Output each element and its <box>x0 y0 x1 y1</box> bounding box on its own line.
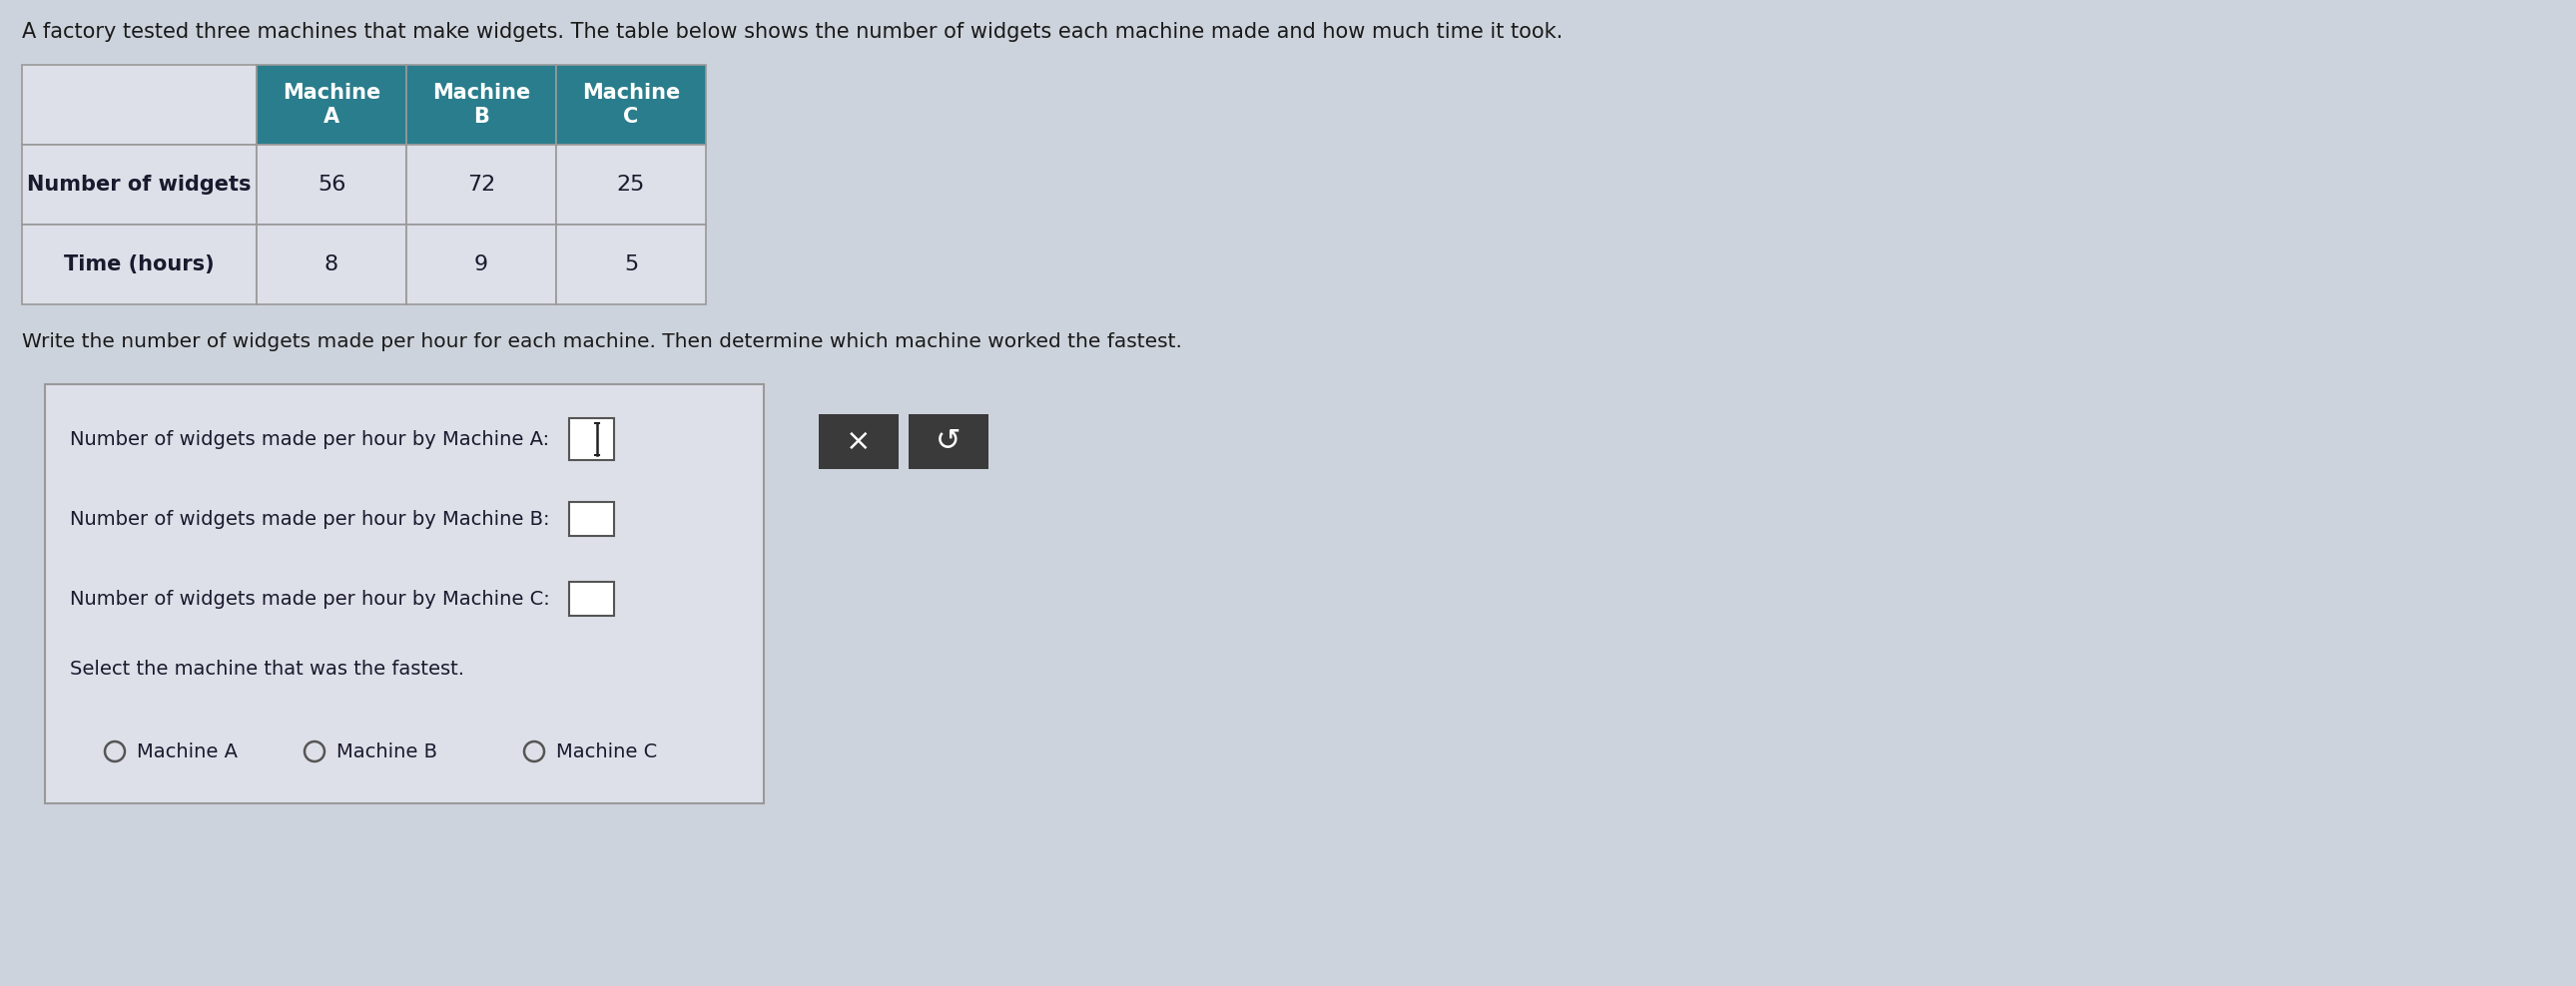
Text: 56: 56 <box>317 175 345 194</box>
Bar <box>556 145 706 225</box>
Text: Select the machine that was the fastest.: Select the machine that was the fastest. <box>70 660 464 678</box>
Bar <box>407 145 556 225</box>
Bar <box>569 418 613 460</box>
Text: 9: 9 <box>474 254 489 274</box>
Text: ↺: ↺ <box>935 427 961 457</box>
Text: Number of widgets made per hour by Machine B:: Number of widgets made per hour by Machi… <box>70 510 549 528</box>
Text: 5: 5 <box>623 254 639 274</box>
Bar <box>569 502 613 536</box>
Text: 72: 72 <box>466 175 495 194</box>
Bar <box>407 65 556 145</box>
Bar <box>23 225 258 305</box>
Text: Machine C: Machine C <box>556 742 657 761</box>
Bar <box>569 582 613 615</box>
Text: 25: 25 <box>616 175 644 194</box>
Text: Write the number of widgets made per hour for each machine. Then determine which: Write the number of widgets made per hou… <box>23 332 1182 351</box>
Text: A factory tested three machines that make widgets. The table below shows the num: A factory tested three machines that mak… <box>23 22 1564 42</box>
Text: Machine B: Machine B <box>337 742 438 761</box>
Bar <box>23 65 258 145</box>
Text: Machine
A: Machine A <box>283 83 381 127</box>
Text: Number of widgets: Number of widgets <box>28 175 252 194</box>
Text: Machine
C: Machine C <box>582 83 680 127</box>
Bar <box>258 65 407 145</box>
Bar <box>556 65 706 145</box>
Bar <box>23 145 258 225</box>
Bar <box>258 225 407 305</box>
Bar <box>819 414 899 469</box>
Text: Number of widgets made per hour by Machine A:: Number of widgets made per hour by Machi… <box>70 430 549 449</box>
Text: ×: × <box>845 427 871 457</box>
Bar <box>44 385 765 804</box>
Bar <box>909 414 989 469</box>
Text: 8: 8 <box>325 254 337 274</box>
Text: Time (hours): Time (hours) <box>64 254 214 274</box>
Bar <box>407 225 556 305</box>
Bar <box>258 145 407 225</box>
Text: Machine
B: Machine B <box>433 83 531 127</box>
Text: Machine A: Machine A <box>137 742 237 761</box>
Text: Number of widgets made per hour by Machine C:: Number of widgets made per hour by Machi… <box>70 590 549 608</box>
Bar <box>556 225 706 305</box>
